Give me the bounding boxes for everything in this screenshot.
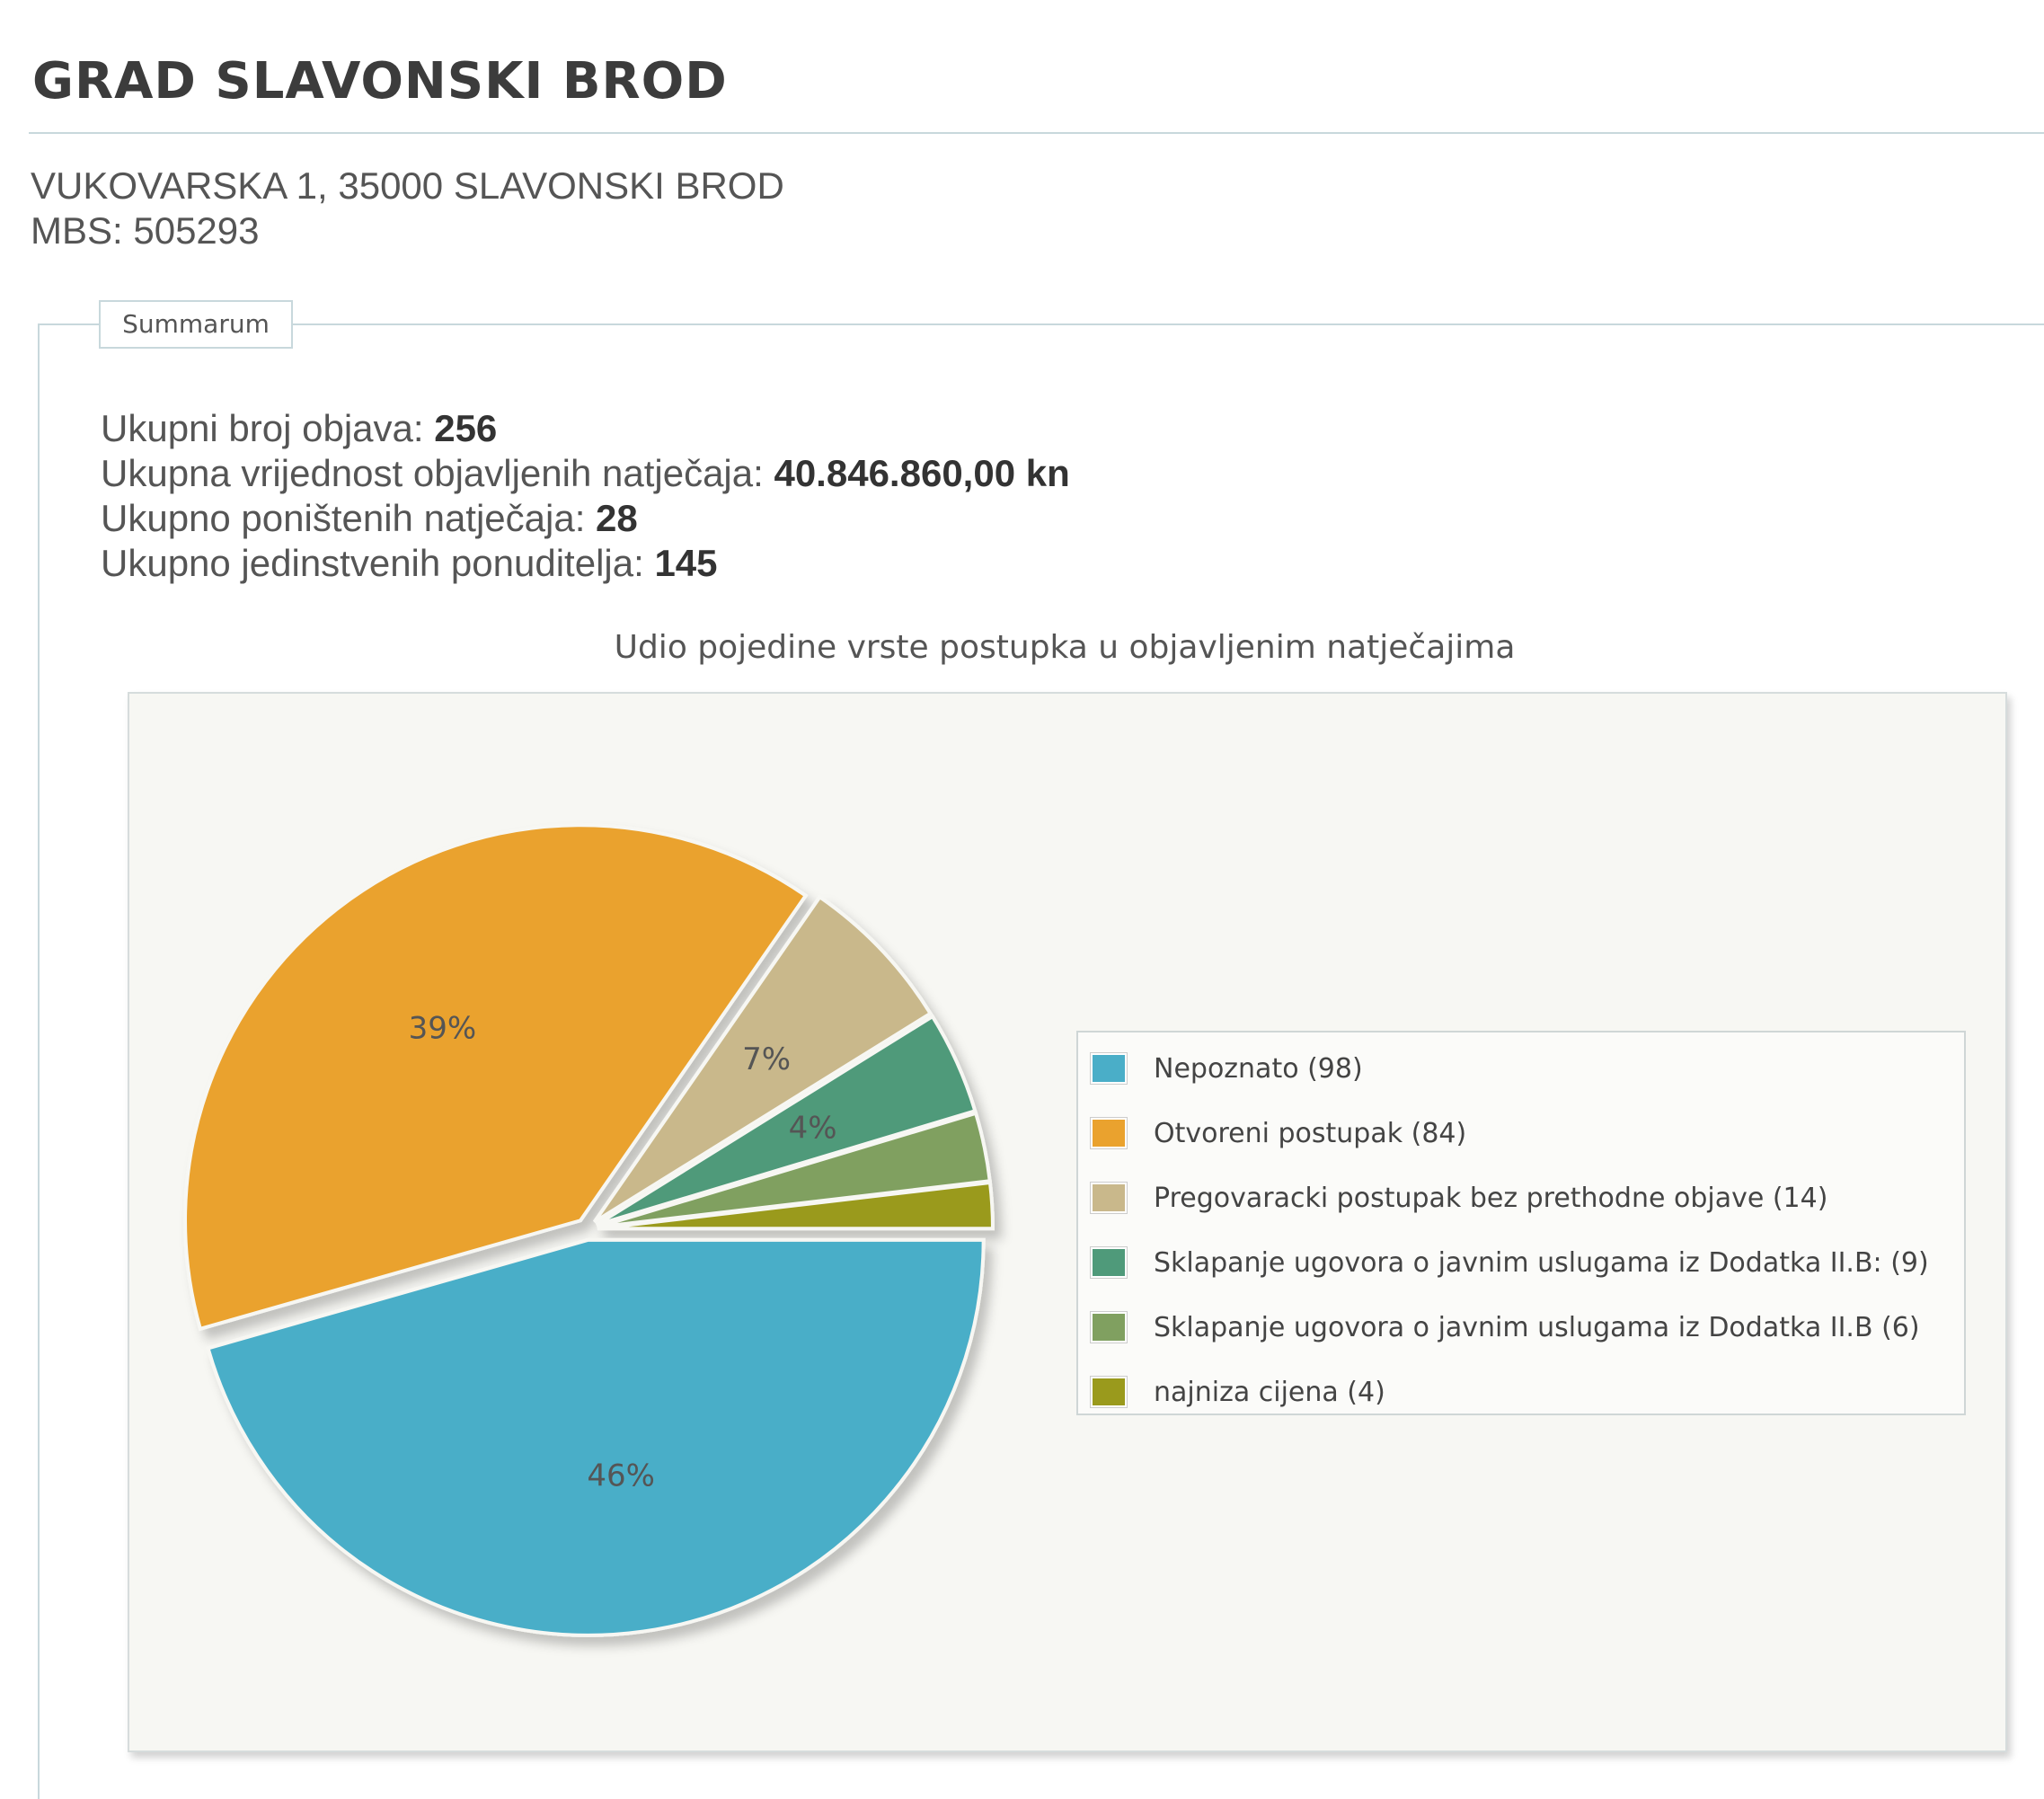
stat-cancelled: Ukupno poništenih natječaja: 28: [101, 496, 1070, 541]
stat-label: Ukupni broj objava:: [101, 407, 435, 449]
summary-stats: Ukupni broj objava: 256 Ukupna vrijednos…: [101, 406, 1070, 586]
legend-label: Otvoreni postupak (84): [1154, 1117, 1467, 1149]
legend-item: Pregovaracki postupak bez prethodne obja…: [1090, 1171, 1828, 1225]
stat-value: 28: [596, 497, 638, 539]
address-block: VUKOVARSKA 1, 35000 SLAVONSKI BROD MBS: …: [31, 164, 784, 253]
legend-label: Sklapanje ugovora o javnim uslugama iz D…: [1154, 1311, 1920, 1343]
organization-title: GRAD SLAVONSKI BROD: [32, 52, 728, 111]
legend-item: Nepoznato (98): [1090, 1041, 1363, 1095]
stat-value: 256: [434, 407, 498, 449]
address-line: VUKOVARSKA 1, 35000 SLAVONSKI BROD: [31, 164, 784, 207]
stat-label: Ukupna vrijednost objavljenih natječaja:: [101, 452, 774, 494]
pie-slice-label: 4%: [789, 1111, 837, 1147]
legend-item: Otvoreni postupak (84): [1090, 1106, 1467, 1160]
pie-slice-label: 39%: [409, 1011, 477, 1047]
stat-value: 145: [654, 542, 718, 584]
mbs-line: MBS: 505293: [31, 209, 260, 252]
chart-title: Udio pojedine vrste postupka u objavljen…: [614, 629, 1516, 666]
legend-label: Sklapanje ugovora o javnim uslugama iz D…: [1154, 1246, 1929, 1279]
pie-slice-label: 46%: [587, 1458, 655, 1493]
legend-swatch: [1090, 1052, 1128, 1085]
legend-label: Pregovaracki postupak bez prethodne obja…: [1154, 1182, 1828, 1214]
legend-label: najniza cijena (4): [1154, 1376, 1385, 1408]
pie-slice: [593, 894, 934, 1224]
title-divider: [29, 132, 2044, 134]
stat-label: Ukupno jedinstvenih ponuditelja:: [101, 542, 655, 584]
stat-value: 40.846.860,00 kn: [774, 452, 1070, 494]
summary-legend: Summarum: [99, 300, 293, 349]
pie-slice: [595, 1014, 978, 1227]
stat-total-publications: Ukupni broj objava: 256: [101, 406, 1070, 451]
legend-item: Sklapanje ugovora o javnim uslugama iz D…: [1090, 1300, 1920, 1354]
stat-total-value: Ukupna vrijednost objavljenih natječaja:…: [101, 451, 1070, 496]
pie-slice: [183, 823, 809, 1332]
chart-legend: Nepoznato (98) Otvoreni postupak (84) Preg…: [1076, 1031, 1966, 1415]
stat-label: Ukupno poništenih natječaja:: [101, 497, 597, 539]
legend-swatch: [1090, 1311, 1128, 1343]
pie-slice: [597, 1180, 995, 1231]
legend-item: Sklapanje ugovora o javnim uslugama iz D…: [1090, 1236, 1929, 1289]
legend-swatch: [1090, 1117, 1128, 1149]
legend-swatch: [1090, 1376, 1128, 1408]
pie-slice: [206, 1237, 986, 1637]
legend-label: Nepoznato (98): [1154, 1052, 1363, 1085]
legend-swatch: [1090, 1246, 1128, 1279]
legend-swatch: [1090, 1182, 1128, 1214]
stat-unique-bidders: Ukupno jedinstvenih ponuditelja: 145: [101, 541, 1070, 586]
pie-slice-label: 7%: [742, 1041, 791, 1077]
legend-item: najniza cijena (4): [1090, 1365, 1385, 1419]
pie-chart: 46% 39% 7% 4%: [183, 823, 995, 1637]
summary-fieldset: [38, 323, 2044, 1799]
